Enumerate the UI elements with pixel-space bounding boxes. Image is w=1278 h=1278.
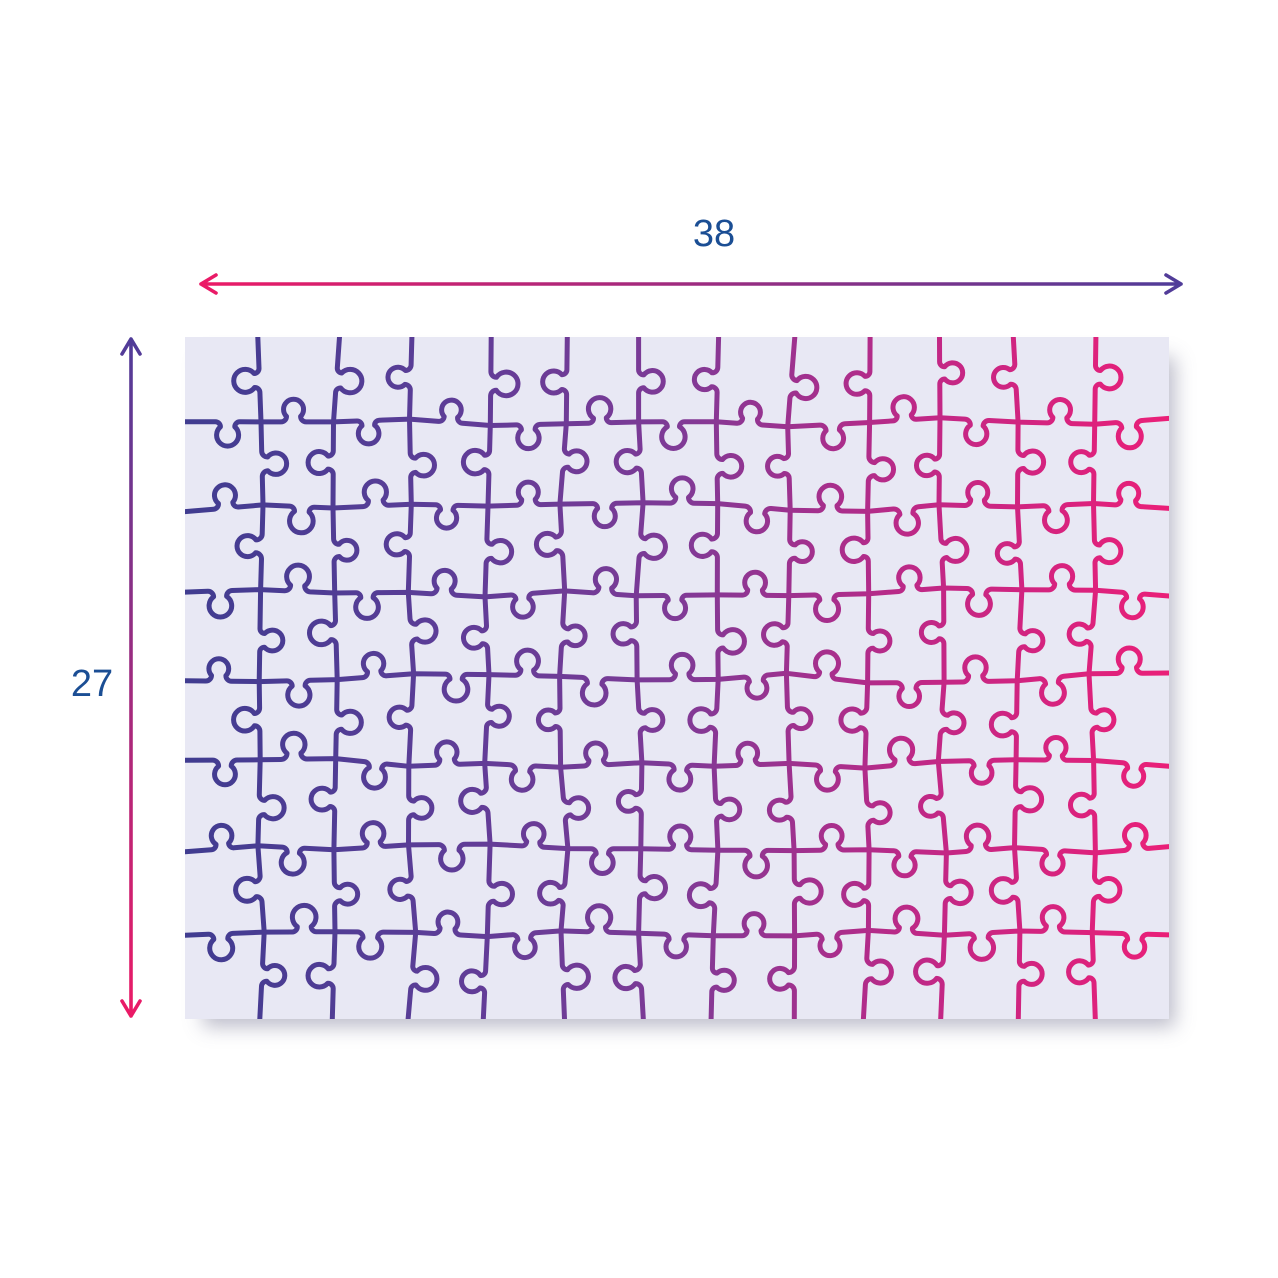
height-dimension-label: 27 — [70, 663, 114, 705]
height-dimension-arrow — [120, 337, 142, 1018]
width-dimension-arrow — [199, 273, 1183, 295]
puzzle-board — [185, 337, 1169, 1019]
width-dimension-label: 38 — [692, 213, 736, 255]
puzzle-grid-svg — [185, 337, 1169, 1019]
